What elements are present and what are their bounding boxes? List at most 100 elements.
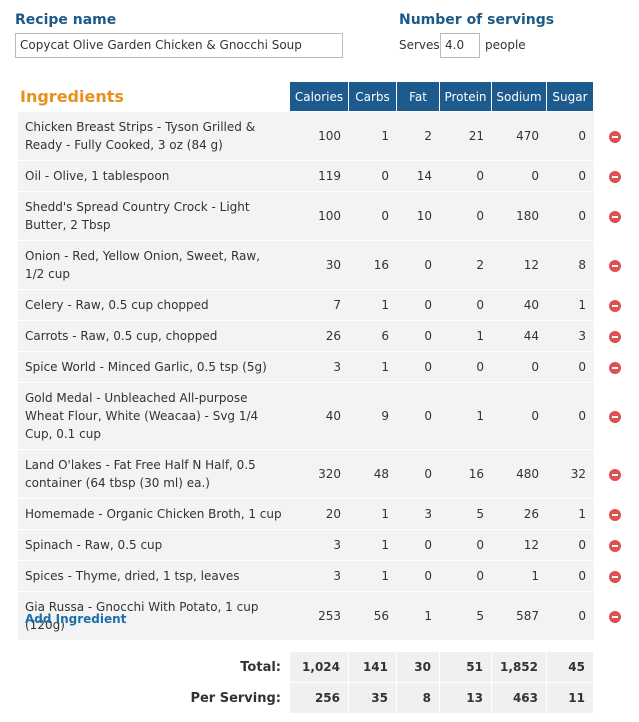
nutrient-value: 3 bbox=[290, 352, 349, 383]
remove-cell bbox=[594, 499, 635, 530]
nutrient-value: 0 bbox=[547, 530, 594, 561]
remove-button[interactable] bbox=[608, 539, 621, 552]
nutrient-value: 0 bbox=[492, 161, 547, 192]
ingredient-row: Gold Medal - Unbleached All-purpose Whea… bbox=[18, 383, 635, 450]
remove-button[interactable] bbox=[608, 570, 621, 583]
recipe-name-input[interactable]: Copycat Olive Garden Chicken & Gnocchi S… bbox=[15, 33, 343, 58]
ingredient-name: Land O'lakes - Fat Free Half N Half, 0.5… bbox=[18, 450, 290, 499]
nutrient-value: 0 bbox=[547, 592, 594, 641]
remove-button[interactable] bbox=[608, 468, 621, 481]
nutrient-value: 16 bbox=[349, 241, 397, 290]
nutrient-value: 1 bbox=[349, 530, 397, 561]
total-value: 35 bbox=[349, 683, 397, 714]
remove-cell bbox=[594, 592, 635, 641]
nutrient-value: 0 bbox=[440, 530, 492, 561]
nutrient-value: 0 bbox=[492, 352, 547, 383]
nutrient-value: 1 bbox=[349, 290, 397, 321]
nutrient-value: 0 bbox=[397, 561, 440, 592]
add-ingredient-link[interactable]: Add Ingredient bbox=[25, 612, 127, 626]
remove-button[interactable] bbox=[608, 299, 621, 312]
nutrient-value: 12 bbox=[492, 241, 547, 290]
nutrient-value: 470 bbox=[492, 112, 547, 161]
nutrient-value: 14 bbox=[397, 161, 440, 192]
nutrient-value: 44 bbox=[492, 321, 547, 352]
nutrient-value: 1 bbox=[397, 592, 440, 641]
nutrient-value: 1 bbox=[492, 561, 547, 592]
nutrient-value: 0 bbox=[492, 383, 547, 450]
remove-button[interactable] bbox=[608, 610, 621, 623]
remove-cell bbox=[594, 112, 635, 161]
ingredient-name: Homemade - Organic Chicken Broth, 1 cup bbox=[18, 499, 290, 530]
ingredient-row: Oil - Olive, 1 tablespoon 119 0 14 0 0 0 bbox=[18, 161, 635, 192]
total-value: 1,852 bbox=[492, 652, 547, 683]
ingredient-row: Shedd's Spread Country Crock - Light But… bbox=[18, 192, 635, 241]
total-value: 51 bbox=[440, 652, 492, 683]
column-header: Sodium bbox=[492, 82, 547, 112]
column-header: Protein bbox=[440, 82, 492, 112]
remove-cell bbox=[594, 530, 635, 561]
ingredient-name: Spinach - Raw, 0.5 cup bbox=[18, 530, 290, 561]
nutrient-value: 3 bbox=[547, 321, 594, 352]
total-value: 141 bbox=[349, 652, 397, 683]
remove-button[interactable] bbox=[608, 170, 621, 183]
nutrient-value: 26 bbox=[290, 321, 349, 352]
nutrient-value: 480 bbox=[492, 450, 547, 499]
remove-button[interactable] bbox=[608, 410, 621, 423]
remove-cell bbox=[594, 321, 635, 352]
remove-button[interactable] bbox=[608, 210, 621, 223]
nutrient-value: 9 bbox=[349, 383, 397, 450]
nutrient-value: 1 bbox=[440, 383, 492, 450]
ingredient-row: Homemade - Organic Chicken Broth, 1 cup 2… bbox=[18, 499, 635, 530]
nutrient-value: 0 bbox=[440, 161, 492, 192]
totals-table: Total: 1,024 141 30 51 1,852 45 Per Serving: 256… bbox=[18, 652, 594, 714]
nutrient-value: 5 bbox=[440, 592, 492, 641]
ingredient-name: Gold Medal - Unbleached All-purpose Whea… bbox=[18, 383, 290, 450]
nutrient-value: 1 bbox=[349, 499, 397, 530]
total-value: 30 bbox=[397, 652, 440, 683]
remove-button[interactable] bbox=[608, 130, 621, 143]
nutrient-value: 20 bbox=[290, 499, 349, 530]
ingredient-row: Chicken Breast Strips - Tyson Grilled & … bbox=[18, 112, 635, 161]
nutrient-value: 0 bbox=[349, 161, 397, 192]
nutrient-value: 3 bbox=[290, 561, 349, 592]
nutrient-value: 40 bbox=[290, 383, 349, 450]
remove-button[interactable] bbox=[608, 330, 621, 343]
remove-cell bbox=[594, 161, 635, 192]
nutrient-value: 12 bbox=[492, 530, 547, 561]
ingredient-name: Onion - Red, Yellow Onion, Sweet, Raw, 1… bbox=[18, 241, 290, 290]
nutrient-value: 1 bbox=[349, 352, 397, 383]
remove-cell bbox=[594, 192, 635, 241]
ingredient-name: Chicken Breast Strips - Tyson Grilled & … bbox=[18, 112, 290, 161]
nutrient-value: 10 bbox=[397, 192, 440, 241]
ingredient-row: Celery - Raw, 0.5 cup chopped 7 1 0 0 40 1 bbox=[18, 290, 635, 321]
nutrient-value: 587 bbox=[492, 592, 547, 641]
nutrient-value: 21 bbox=[440, 112, 492, 161]
ingredient-name: Oil - Olive, 1 tablespoon bbox=[18, 161, 290, 192]
remove-button[interactable] bbox=[608, 259, 621, 272]
nutrient-value: 0 bbox=[547, 161, 594, 192]
ingredients-table: Ingredients Calories Carbs Fat Protein Sodium… bbox=[18, 82, 635, 641]
nutrient-value: 6 bbox=[349, 321, 397, 352]
nutrient-value: 0 bbox=[440, 192, 492, 241]
nutrient-value: 0 bbox=[397, 530, 440, 561]
nutrient-value: 1 bbox=[547, 499, 594, 530]
nutrient-value: 0 bbox=[397, 321, 440, 352]
nutrient-value: 0 bbox=[547, 383, 594, 450]
total-value: 11 bbox=[547, 683, 594, 714]
ingredient-name: Spices - Thyme, dried, 1 tsp, leaves bbox=[18, 561, 290, 592]
nutrient-value: 0 bbox=[547, 192, 594, 241]
remove-cell bbox=[594, 290, 635, 321]
nutrient-value: 0 bbox=[547, 352, 594, 383]
column-header: Fat bbox=[397, 82, 440, 112]
nutrient-value: 253 bbox=[290, 592, 349, 641]
remove-button[interactable] bbox=[608, 508, 621, 521]
nutrient-value: 0 bbox=[397, 290, 440, 321]
nutrient-value: 100 bbox=[290, 192, 349, 241]
nutrient-value: 0 bbox=[397, 383, 440, 450]
servings-input[interactable]: 4.0 bbox=[440, 33, 480, 58]
nutrient-value: 0 bbox=[547, 112, 594, 161]
nutrient-value: 5 bbox=[440, 499, 492, 530]
totals-row: Total: 1,024 141 30 51 1,852 45 bbox=[18, 652, 594, 683]
nutrient-value: 0 bbox=[397, 241, 440, 290]
remove-button[interactable] bbox=[608, 361, 621, 374]
